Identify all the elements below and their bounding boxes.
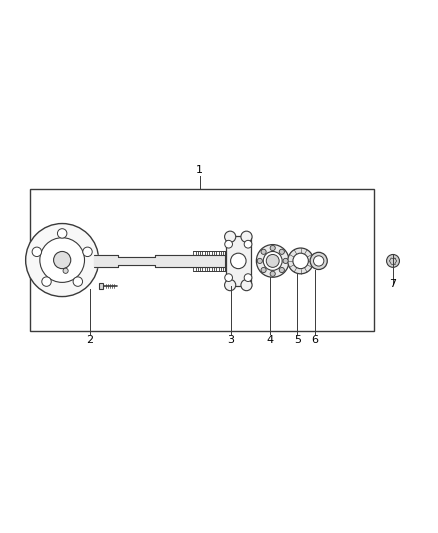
Circle shape [263,252,282,270]
Circle shape [270,271,276,277]
Circle shape [283,259,288,263]
Circle shape [53,252,71,269]
Bar [226,236,251,286]
Circle shape [32,247,42,256]
Circle shape [73,277,82,286]
Circle shape [40,238,85,282]
Circle shape [279,268,284,272]
Text: 7: 7 [389,279,396,289]
Circle shape [230,253,246,269]
Circle shape [244,274,252,281]
Circle shape [261,249,266,254]
Circle shape [63,268,68,273]
Circle shape [57,229,67,238]
Circle shape [387,254,399,268]
Circle shape [42,277,51,286]
Text: 3: 3 [227,335,234,345]
Circle shape [314,256,324,266]
Circle shape [225,240,233,248]
Circle shape [270,245,276,251]
Circle shape [241,279,252,290]
Circle shape [310,252,327,270]
Circle shape [83,247,92,256]
Text: 4: 4 [266,335,273,345]
Circle shape [293,253,308,269]
Circle shape [26,223,99,296]
Circle shape [261,268,266,272]
Circle shape [256,245,289,277]
Bar [99,283,103,289]
Text: 2: 2 [87,335,94,345]
Circle shape [241,231,252,243]
Text: 5: 5 [294,335,301,345]
Circle shape [225,279,236,290]
Circle shape [288,248,314,274]
Polygon shape [95,255,226,267]
Text: 6: 6 [312,335,319,345]
Text: 1: 1 [196,165,203,175]
Circle shape [244,240,252,248]
Circle shape [225,274,233,281]
Bar [30,189,374,331]
Circle shape [257,259,262,263]
Circle shape [225,231,236,243]
Circle shape [266,254,279,268]
Circle shape [279,249,284,254]
